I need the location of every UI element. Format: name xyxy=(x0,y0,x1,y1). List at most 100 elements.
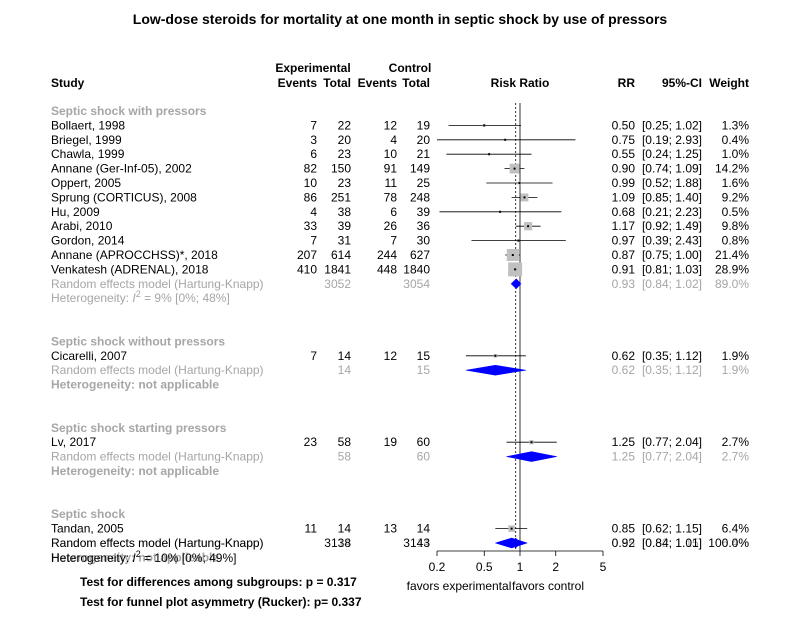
subgroup-1-study-8-exp-total: 39 xyxy=(338,219,352,233)
subgroup-1-title: Septic shock with pressors xyxy=(51,104,207,118)
subgroup-2-pooled-diamond xyxy=(465,364,526,376)
subgroup-3-study-1-exp-total: 58 xyxy=(338,435,352,449)
subgroup-3-study-1-name: Lv, 2017 xyxy=(51,435,96,449)
subgroup-1-study-1-ctl-total: 19 xyxy=(417,118,431,132)
subgroup-4-study-1-ctl-events: 13 xyxy=(384,522,398,536)
subgroup-1-study-7-ctl-events: 6 xyxy=(390,205,397,219)
subgroup-4-title: Septic shock xyxy=(51,507,125,521)
subgroup-2-study-1-name: Cicarelli, 2007 xyxy=(51,349,127,363)
subgroup-1-study-10-exp-events: 207 xyxy=(297,248,317,262)
experimental-header: Experimental xyxy=(275,61,350,75)
subgroup-3-pooled-diamond xyxy=(506,451,557,462)
subgroup-3-title: Septic shock starting pressors xyxy=(51,421,227,435)
subgroup-1-study-3-weight: 1.0% xyxy=(722,147,750,161)
subgroup-1-study-10-name: Annane (APROCCHSS)*, 2018 xyxy=(51,248,218,262)
subgroup-1-pooled-weight: 89.0% xyxy=(715,277,749,291)
subgroup-1-study-7-point-center xyxy=(499,210,502,213)
plot-reference-lines xyxy=(515,103,521,551)
subgroup-2-pooled-rr: 0.62 xyxy=(612,363,636,377)
subgroup-1-study-5-ctl-total: 25 xyxy=(417,176,431,190)
subgroup-1-study-11-exp-total: 1841 xyxy=(324,262,351,276)
subgroup-1-study-9-weight: 0.8% xyxy=(722,234,750,248)
control-total-header: Total xyxy=(402,76,430,90)
subgroup-1-study-7-ctl-total: 39 xyxy=(417,205,431,219)
overall-exp-total: 3138 xyxy=(324,536,351,550)
subgroup-2-pooled-exp-total: 14 xyxy=(338,363,352,377)
subgroup-1-study-10-ci: [0.75; 1.00] xyxy=(642,248,702,262)
subgroup-1-study-3-ctl-total: 21 xyxy=(417,147,431,161)
subgroup-4-pooled-ctl-total: 14 xyxy=(417,536,431,550)
subgroup-2-study-1-point-center xyxy=(494,354,497,357)
subgroup-1-study-11-rr: 0.91 xyxy=(612,262,636,276)
subgroup-1-study-1-rr: 0.50 xyxy=(612,118,636,132)
subgroup-2-study-1-weight: 1.9% xyxy=(722,349,750,363)
subgroup-1-study-9-ctl-total: 30 xyxy=(417,234,431,248)
subgroup-1-study-7-name: Hu, 2009 xyxy=(51,205,100,219)
chart-title: Low-dose steroids for mortality at one m… xyxy=(133,11,668,27)
subgroup-4-study-1-weight: 6.4% xyxy=(722,522,750,536)
subgroup-3-pooled-weight: 2.7% xyxy=(722,450,750,464)
subgroup-1-study-5-exp-total: 23 xyxy=(338,176,352,190)
subgroup-1-study-8-name: Arabi, 2010 xyxy=(51,219,113,233)
study-header: Study xyxy=(51,76,85,90)
subgroup-1-study-9-exp-events: 7 xyxy=(310,234,317,248)
subgroup-1-study-4-weight: 14.2% xyxy=(715,162,749,176)
x-tick-label-5: 5 xyxy=(600,560,607,574)
subgroup-1-study-8-ci: [0.92; 1.49] xyxy=(642,219,702,233)
subgroup-difference-test: Test for differences among subgroups: p … xyxy=(80,575,357,589)
subgroup-2-study-1-ci: [0.35; 1.12] xyxy=(642,349,702,363)
subgroup-1-study-2-name: Briegel, 1999 xyxy=(51,133,122,147)
subgroup-1-study-1-ci: [0.25; 1.02] xyxy=(642,118,702,132)
subgroup-1-pooled-label: Random effects model (Hartung-Knapp) xyxy=(51,277,264,291)
subgroup-1-study-5-weight: 1.6% xyxy=(722,176,750,190)
subgroup-1-study-5-exp-events: 10 xyxy=(304,176,318,190)
subgroup-1-study-2-ctl-events: 4 xyxy=(390,133,397,147)
overall-heterogeneity: Heterogeneity: I2 = 10% [0%; 49%] xyxy=(51,549,236,565)
subgroup-1-study-5-point-center xyxy=(518,182,521,184)
subgroup-1-study-9-point-center xyxy=(517,239,520,242)
subgroup-4-study-1-rr: 0.85 xyxy=(612,522,636,536)
subgroup-1-study-3-exp-events: 6 xyxy=(310,147,317,161)
subgroup-1-study-8-ctl-total: 36 xyxy=(417,219,431,233)
subgroup-3-study-1-ctl-total: 60 xyxy=(417,435,431,449)
subgroup-1-study-4-exp-total: 150 xyxy=(331,162,351,176)
subgroup-2-study-1-exp-total: 14 xyxy=(338,349,352,363)
subgroup-1-study-6-name: Sprung (CORTICUS), 2008 xyxy=(51,190,197,204)
subgroup-1-study-4-ctl-total: 149 xyxy=(410,162,430,176)
subgroup-1-study-6-exp-events: 86 xyxy=(304,190,318,204)
subgroup-4-study-1-ctl-total: 14 xyxy=(417,522,431,536)
subgroup-1-study-3-ctl-events: 10 xyxy=(384,147,398,161)
subgroup-1-study-11-point-center xyxy=(514,268,517,271)
subgroup-1-study-11-ctl-total: 1840 xyxy=(403,262,430,276)
subgroup-1-study-3-ci: [0.24; 1.25] xyxy=(642,147,702,161)
subgroup-1-study-7-ci: [0.21; 2.23] xyxy=(642,205,702,219)
subgroup-4-pooled-rr: 0.85 xyxy=(612,536,636,550)
favors-control-label: favors control xyxy=(512,579,584,593)
subgroup-1-study-8-weight: 9.8% xyxy=(722,219,750,233)
subgroup-1-study-9-name: Gordon, 2014 xyxy=(51,234,125,248)
overall-pooled-diamond xyxy=(510,537,521,549)
subgroup-1-study-6-ctl-total: 248 xyxy=(410,190,430,204)
subgroup-1-study-5-rr: 0.99 xyxy=(612,176,636,190)
subgroup-4-heterogeneity: Heterogeneity: not applicable xyxy=(51,550,219,564)
overall-ctl-total: 3143 xyxy=(403,536,430,550)
subgroup-1-study-1-exp-total: 22 xyxy=(338,118,352,132)
subgroup-1-study-2-ci: [0.19; 2.93] xyxy=(642,133,702,147)
subgroup-4-pooled-exp-total: 14 xyxy=(338,536,352,550)
subgroup-3-pooled-label: Random effects model (Hartung-Knapp) xyxy=(51,450,264,464)
subgroup-1-study-4-point-center xyxy=(513,167,516,170)
x-tick-label-2: 0.5 xyxy=(476,560,493,574)
subgroup-1-study-11-exp-events: 410 xyxy=(297,262,317,276)
subgroup-3-study-1-rr: 1.25 xyxy=(612,435,636,449)
experimental-events-header: Events xyxy=(278,76,318,90)
subgroup-1-study-7-exp-total: 38 xyxy=(338,205,352,219)
x-tick-label-3: 1 xyxy=(517,560,524,574)
subgroup-1-pooled-ctl-total: 3054 xyxy=(403,277,430,291)
risk-ratio-header: Risk Ratio xyxy=(491,76,550,90)
overall-rr: 0.92 xyxy=(612,536,636,550)
subgroup-1-pooled-diamond xyxy=(510,278,522,290)
subgroup-1-study-4-name: Annane (Ger-Inf-05), 2002 xyxy=(51,162,192,176)
subgroup-2-pooled-label: Random effects model (Hartung-Knapp) xyxy=(51,363,264,377)
